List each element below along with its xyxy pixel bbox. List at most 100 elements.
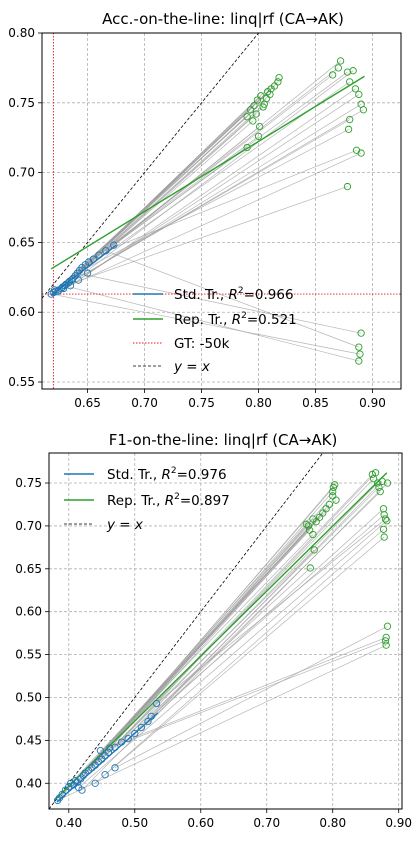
x-tick-label: 0.80 <box>319 816 346 830</box>
std-point <box>144 717 152 726</box>
std-point <box>131 729 139 738</box>
rep-point <box>329 487 337 496</box>
x-tick-label: 0.40 <box>55 816 82 830</box>
rep-point <box>351 85 360 93</box>
rep-point <box>355 90 363 99</box>
rep-point <box>274 78 282 86</box>
x-tick-label: 0.70 <box>131 396 158 410</box>
rep-point <box>259 103 267 111</box>
connector-line <box>151 514 385 717</box>
rep-point <box>346 78 354 86</box>
y-tick-label: 0.40 <box>15 776 42 790</box>
rep-point <box>343 68 352 76</box>
legend-std-label: Std. Tr., R2=0.966 <box>174 286 294 303</box>
std-point <box>66 282 75 290</box>
connector-line <box>88 484 335 771</box>
connector-line <box>156 518 386 704</box>
connector-line <box>100 637 387 751</box>
connector-line <box>94 529 384 784</box>
connector-line <box>109 640 386 749</box>
rep-point <box>381 515 390 523</box>
y-tick-label: 0.70 <box>8 166 35 180</box>
connector-line <box>77 98 267 274</box>
rep-fit-line <box>53 472 388 801</box>
std-point <box>111 743 119 751</box>
std-point <box>137 723 146 732</box>
f1-ticks: 0.40 0.50 0.60 0.70 0.80 0.90 0.40 0.45 0.50 0.55… <box>15 476 412 830</box>
rep-point <box>334 64 342 72</box>
connector-line <box>79 94 271 271</box>
rep-point <box>357 329 365 337</box>
connector-line <box>65 534 314 791</box>
std-point <box>147 712 155 721</box>
legend-std-label-f1: Std. Tr., R2=0.976 <box>107 466 227 483</box>
rep-point <box>371 469 380 477</box>
rep-point <box>309 530 317 539</box>
legend-yx-label: y = x <box>173 359 211 375</box>
std-point <box>52 287 60 295</box>
acc-ticks: 0.65 0.70 0.75 0.80 0.85 0.90 0.55 0.60 0.65 0.70… <box>8 26 386 410</box>
std-point <box>74 276 83 284</box>
rep-point <box>379 525 388 533</box>
rep-point <box>375 483 383 491</box>
acc-chart: Acc.-on-the-line: linq|rf (CA→AK) 0.65 0.… <box>8 10 402 410</box>
rep-point <box>309 515 317 523</box>
connector-line <box>114 472 376 748</box>
connector-line <box>121 482 378 743</box>
rep-point <box>256 122 264 131</box>
std-point <box>71 777 80 785</box>
acc-points <box>47 57 368 365</box>
rep-point <box>357 149 365 157</box>
rep-point <box>328 71 337 79</box>
std-point <box>111 764 119 772</box>
rep-point <box>243 113 251 121</box>
std-point <box>117 738 126 746</box>
rep-point <box>383 517 391 525</box>
x-tick-label: 0.90 <box>385 816 412 830</box>
connector-line <box>63 70 354 289</box>
y-tick-label: 0.55 <box>15 648 42 662</box>
connector-line <box>57 644 387 801</box>
std-point <box>89 255 97 263</box>
connector-line <box>134 491 381 734</box>
y-tick-label: 0.75 <box>8 96 35 110</box>
rep-point <box>250 101 258 110</box>
connector-line <box>50 152 362 295</box>
std-point <box>102 247 110 255</box>
std-point <box>124 735 132 743</box>
rep-point <box>380 533 388 541</box>
rep-point <box>310 546 318 554</box>
rep-point <box>378 477 386 485</box>
x-tick-label: 0.80 <box>245 396 272 410</box>
std-point <box>96 747 105 755</box>
std-point <box>101 771 109 779</box>
acc-chart-title: Acc.-on-the-line: linq|rf (CA→AK) <box>102 10 344 28</box>
x-tick-label: 0.75 <box>188 396 215 410</box>
rep-point <box>332 496 340 504</box>
rep-point <box>382 633 390 642</box>
y-tick-label: 0.80 <box>8 26 35 40</box>
y-tick-label: 0.45 <box>15 733 42 747</box>
rep-point <box>306 564 314 572</box>
legend-rep-label-f1: Rep. Tr., R2=0.897 <box>107 492 230 509</box>
rep-point <box>359 106 368 114</box>
rep-point <box>376 487 384 496</box>
rep-point <box>254 132 263 140</box>
std-point <box>91 779 99 787</box>
y-tick-label: 0.50 <box>15 690 42 704</box>
y-tick-label: 0.60 <box>15 605 42 619</box>
rep-point <box>252 110 260 118</box>
rep-point <box>331 481 339 489</box>
connector-line <box>104 536 385 775</box>
legend-gt-label: GT: -50k <box>174 336 230 352</box>
identity-line <box>42 33 259 299</box>
rep-point <box>349 67 357 75</box>
rep-point <box>257 92 265 100</box>
rep-point <box>266 90 274 99</box>
rep-point <box>382 641 390 649</box>
y-tick-label: 0.65 <box>15 562 42 576</box>
x-tick-label: 0.70 <box>253 816 280 830</box>
x-tick-label: 0.60 <box>187 816 214 830</box>
rep-point <box>325 500 334 509</box>
